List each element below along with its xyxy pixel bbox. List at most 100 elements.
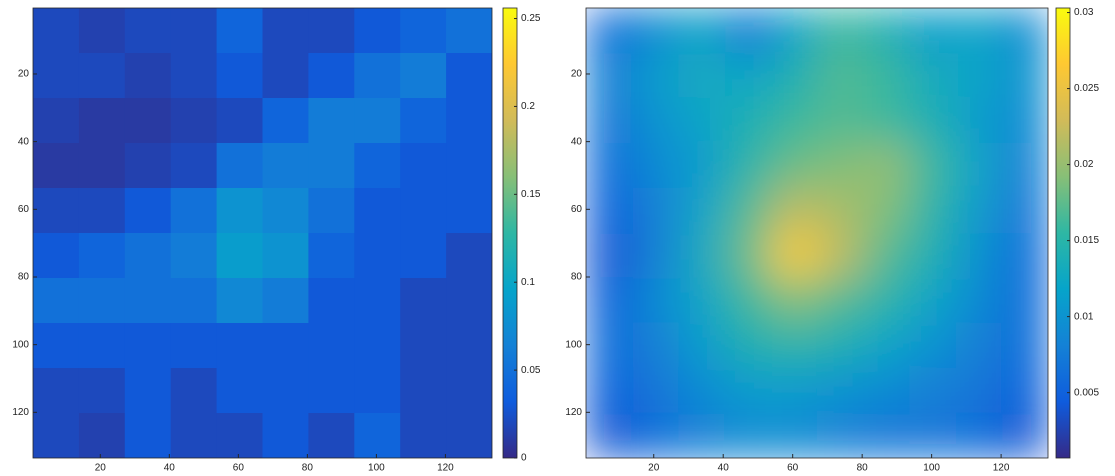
cell [78,233,126,279]
y-tick-label: 40 [18,136,30,147]
cell [586,233,633,279]
cell [909,98,957,144]
cell [33,8,80,54]
cell [33,413,80,458]
cell [1001,98,1048,144]
cell [724,98,772,144]
cell [78,413,126,458]
colorbar-tick-label: 0.015 [1074,235,1099,246]
cell [78,53,126,99]
cell [262,323,309,369]
cell [354,323,401,369]
cell [33,98,80,144]
cell [308,53,355,99]
cell [678,53,726,99]
cell [262,98,309,144]
x-tick-label: 100 [368,463,385,474]
cell [33,368,80,414]
cell [446,53,492,99]
cells [33,8,492,458]
cell [1001,53,1048,99]
colorbar [1056,8,1070,458]
cell [1001,413,1048,458]
cell [678,278,726,324]
colorbar-tick-label: 0.15 [521,189,541,200]
cell [724,188,772,234]
cells [586,8,1048,458]
cell [817,143,864,189]
axes-frame [32,7,493,459]
cell [955,53,1003,99]
cell [678,98,726,144]
y-tick-label: 40 [571,136,583,147]
cell [586,413,633,458]
cell [308,278,355,324]
cell [216,8,263,54]
cell [33,53,80,99]
cell [446,413,492,458]
cell [262,278,309,324]
colorbar-tick-label: 0.02 [1074,159,1094,170]
cell [955,233,1003,279]
cell [308,233,355,279]
colorbar-tick-label: 0.03 [1074,7,1094,18]
cell [446,278,492,324]
colorbar-tick-label: 0.1 [521,277,535,288]
cell [632,233,679,279]
cell [724,323,772,369]
colorbar-frame [502,7,518,459]
colorbar-frame [1055,7,1071,459]
cell [955,188,1003,234]
colorbar-tick-label: 0 [521,453,527,464]
cell [678,233,726,279]
cell [78,143,126,189]
cell [863,98,910,144]
cell [955,368,1003,414]
cell [170,323,218,369]
cell [33,323,80,369]
y-tick-label: 120 [565,407,582,418]
cell [678,323,726,369]
cell [124,8,172,54]
cell [216,188,263,234]
cell [863,143,910,189]
cell [446,233,492,279]
cell [770,368,818,414]
y-tick-label: 60 [18,204,30,215]
cell [124,143,172,189]
cell [632,188,679,234]
plot-area [586,8,1048,458]
cell [586,368,633,414]
cell [216,98,263,144]
cell [262,53,309,99]
cell [632,413,679,458]
cell [400,143,447,189]
cell [1001,278,1048,324]
cell [124,368,172,414]
cell [955,98,1003,144]
cell [817,233,864,279]
cell [170,143,218,189]
cell [170,278,218,324]
cell [1001,233,1048,279]
cell [216,278,263,324]
plot-area [33,8,492,458]
cell [770,98,818,144]
cell [586,53,633,99]
cell [33,188,80,234]
cell [170,233,218,279]
cell [770,143,818,189]
cell [216,233,263,279]
cell [770,53,818,99]
cell [909,323,957,369]
cell [262,368,309,414]
axes-frame [585,7,1049,459]
cell [78,8,126,54]
cell [586,98,633,144]
cell [586,188,633,234]
cell [1001,323,1048,369]
cell [170,98,218,144]
cell [586,143,633,189]
cell [1001,8,1048,54]
